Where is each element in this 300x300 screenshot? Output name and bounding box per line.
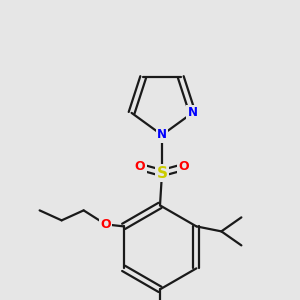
Text: N: N [157, 128, 167, 142]
Text: O: O [135, 160, 145, 173]
Text: O: O [100, 218, 111, 231]
Text: N: N [188, 106, 197, 119]
Text: S: S [157, 166, 167, 181]
Text: O: O [179, 160, 189, 173]
